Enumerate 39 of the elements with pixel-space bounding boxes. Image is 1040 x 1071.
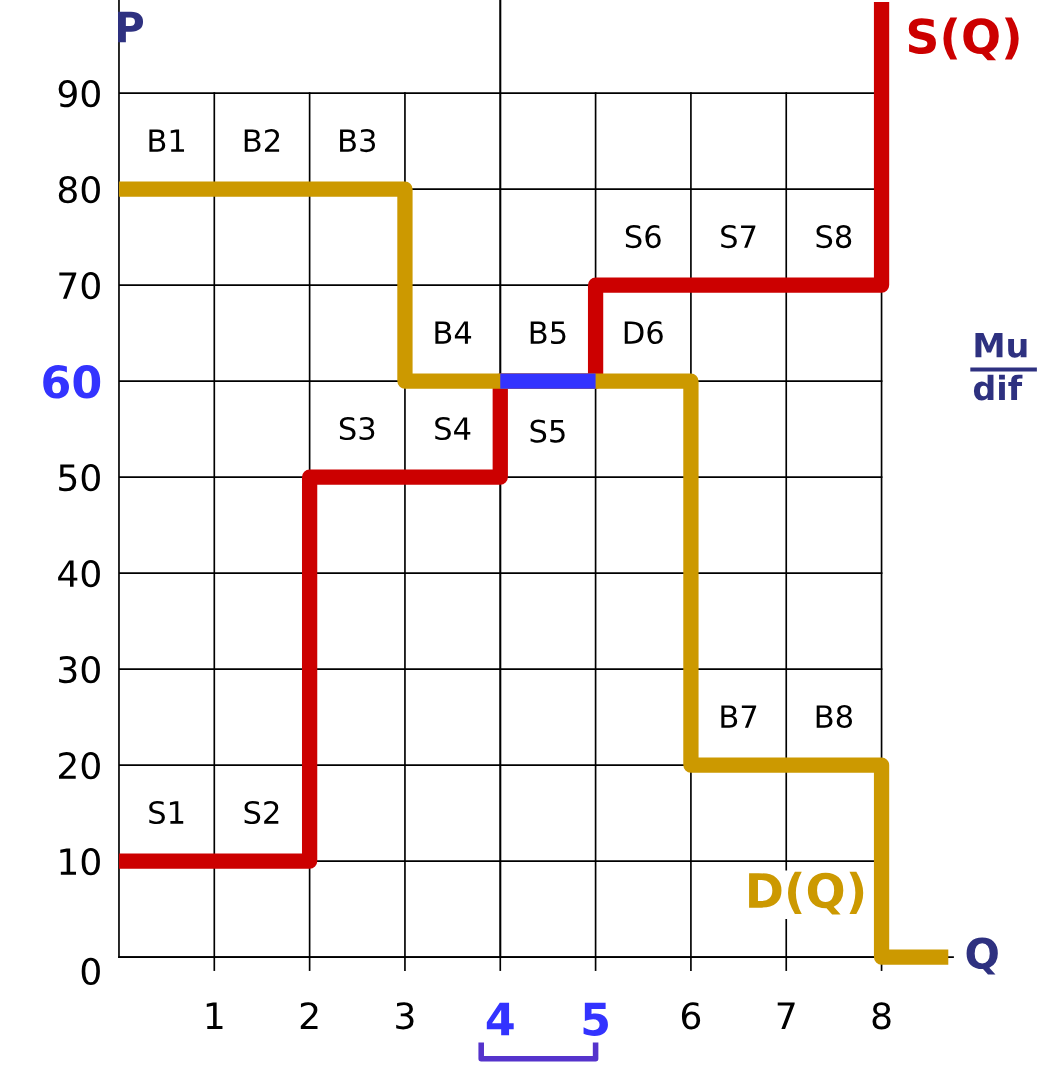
annotation: S6 [625, 225, 661, 249]
annotation: B8 [816, 704, 853, 729]
y-tick-label: 70 [59, 272, 100, 300]
x-axis-title: Q [966, 937, 998, 975]
y-tick-label: 10 [60, 847, 100, 876]
annotation: D6 [624, 321, 663, 345]
x-tick-label: 8 [872, 1002, 891, 1030]
text: dif [973, 374, 1023, 401]
annotation: S3 [339, 417, 375, 441]
y-tick-label: 40 [58, 559, 100, 588]
y-tick-label: 20 [59, 751, 100, 780]
annotation: B4 [435, 321, 472, 344]
y-tick-label: 30 [59, 655, 100, 684]
annotation: S4 [435, 417, 471, 441]
y-tick-label: 90 [58, 80, 100, 108]
y-tick-label: 80 [58, 176, 100, 204]
annotation: S2 [244, 800, 279, 825]
y-tick-label: 0 [81, 957, 100, 985]
annotation: S5 [530, 419, 565, 443]
y-tick-label: 60 [43, 364, 101, 399]
x-tick-label: 5 [583, 1002, 608, 1036]
series-label: S(Q) [908, 17, 1019, 61]
series-label: D(Q) [749, 871, 864, 915]
y-tick-label: 50 [59, 464, 100, 492]
annotation: B3 [340, 129, 376, 153]
x-tick-label: 4 [486, 1002, 514, 1036]
x-tick-label: 3 [396, 1002, 414, 1030]
x-tick-label: 2 [300, 1002, 318, 1029]
annotation: B7 [721, 705, 757, 728]
annotation: B5 [530, 321, 566, 345]
annotation: S1 [149, 800, 184, 825]
annotation: B1 [149, 129, 185, 152]
x-tick-label: 6 [681, 1002, 701, 1030]
x-tick-label: 1 [206, 1002, 223, 1029]
x-tick-label: 7 [777, 1002, 795, 1029]
annotation: S8 [816, 225, 852, 249]
annotation: S7 [721, 225, 756, 249]
text: Mu [975, 332, 1027, 358]
annotation: B2 [244, 129, 280, 152]
